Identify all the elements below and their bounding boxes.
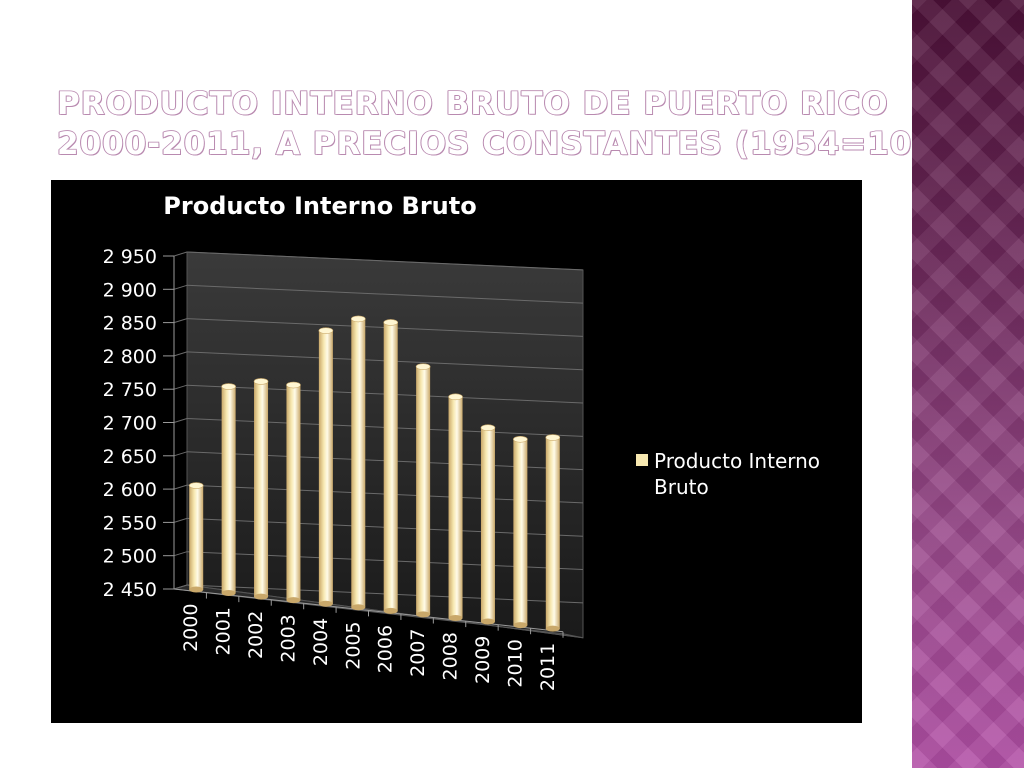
y-tick-label: 2 450 [103, 579, 157, 601]
gridline-side [173, 284, 188, 290]
gridline-side [173, 418, 188, 423]
bar-base-2005 [351, 604, 366, 611]
bar-base-2004 [318, 600, 333, 607]
bar-base-2000 [189, 586, 204, 593]
y-tick-label: 2 900 [103, 279, 157, 301]
x-tick-label: 2000 [180, 604, 202, 652]
y-tick-label: 2 650 [103, 446, 157, 468]
x-tick-label: 2008 [440, 632, 462, 680]
bar-2008 [448, 396, 463, 618]
x-tick-label: 2002 [245, 611, 267, 659]
bar-top-2008 [448, 393, 463, 401]
bar-2010 [513, 439, 528, 626]
bar-base-2002 [254, 593, 269, 600]
legend-label: Producto Interno Bruto [654, 449, 821, 499]
gridline-side [173, 484, 188, 490]
bar-base-2008 [448, 614, 463, 621]
gridline-side [173, 384, 188, 390]
slide-title-line-2: 2000-2011, a precios constantes (1954=10… [56, 125, 951, 163]
bar-2002 [254, 381, 269, 597]
bar-top-2011 [545, 434, 561, 441]
x-tick-label: 2009 [472, 636, 494, 684]
y-tick-label: 2 950 [103, 246, 157, 268]
chart-plot: 2 450 2 500 2 550 2 600 2 650 2 700 2 750 2 800… [103, 246, 584, 691]
bar-base-2006 [383, 607, 398, 614]
x-tick-label: 2010 [504, 639, 526, 687]
bar-base-2001 [221, 590, 236, 597]
gridline-side [173, 451, 188, 457]
bar-2004 [318, 330, 333, 604]
gridline-side [173, 351, 188, 357]
y-tick-label: 2 700 [103, 413, 157, 435]
chart-area: 2 450 2 500 2 550 2 600 2 650 2 700 2 750 2 800… [51, 180, 862, 723]
gridline-side [173, 551, 188, 557]
bar-top-2001 [221, 383, 236, 390]
bar-2009 [480, 427, 495, 622]
bar-top-2003 [286, 381, 301, 389]
x-tick-label: 2005 [342, 621, 364, 669]
x-tick-label: 2007 [407, 629, 429, 677]
bar-2005 [351, 318, 366, 608]
bar-base-2009 [480, 618, 495, 625]
y-tick-label: 2 800 [103, 346, 157, 368]
x-tick-label: 2011 [537, 643, 559, 691]
gridline [186, 251, 584, 271]
x-tick-label: 2004 [310, 618, 332, 666]
bar-2000 [189, 485, 204, 590]
y-tick-label: 2 500 [103, 546, 157, 568]
bar-2001 [221, 386, 236, 594]
bar-top-2007 [415, 363, 431, 370]
y-tick-label: 2 750 [103, 379, 157, 401]
bar-2003 [286, 385, 301, 601]
gridline-side [173, 318, 188, 324]
bar-top-2005 [350, 315, 366, 323]
decorative-side-band [912, 0, 1024, 768]
bar-base-2011 [545, 625, 560, 632]
bar-top-2000 [188, 482, 204, 489]
bar-top-2006 [383, 319, 399, 326]
y-tick-label: 2 600 [103, 479, 157, 501]
bar-2006 [383, 322, 398, 611]
bar-base-2007 [416, 611, 431, 618]
gridline-side [173, 251, 188, 257]
bar-2011 [545, 437, 560, 629]
bar-top-2004 [318, 327, 334, 334]
bar-2007 [416, 366, 431, 615]
chart-title: Producto Interno Bruto [163, 192, 477, 220]
bar-top-2009 [480, 424, 496, 432]
bar-top-2010 [513, 435, 528, 443]
x-tick-label: 2001 [213, 607, 235, 655]
gridline [186, 284, 584, 304]
x-tick-label: 2006 [375, 625, 397, 673]
slide-title-line-1: Producto Interno Bruto de Puerto Rico [56, 85, 889, 123]
y-tick-label: 2 850 [103, 313, 157, 335]
slide-title: Producto Interno Bruto de Puerto Rico 20… [56, 84, 951, 164]
bar-top-2002 [253, 378, 269, 385]
y-tick-label: 2 550 [103, 512, 157, 534]
legend-swatch [636, 454, 648, 466]
bar-base-2003 [286, 597, 301, 604]
gridline-side [173, 584, 188, 590]
x-tick-label: 2003 [277, 614, 299, 662]
gridline-side [173, 517, 188, 523]
bar-base-2010 [513, 622, 528, 629]
